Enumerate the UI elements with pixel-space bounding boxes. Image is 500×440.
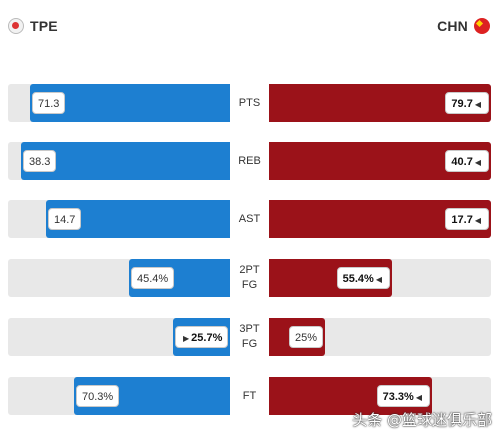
tpe-value: 38.3 xyxy=(23,150,57,172)
team-tpe[interactable]: TPE xyxy=(8,18,58,34)
tpe-value: ▶ 25.7% xyxy=(175,326,229,348)
chn-value: 25% xyxy=(288,326,323,348)
tpe-flag-icon xyxy=(8,18,24,34)
chn-value: 17.7 ◀ xyxy=(445,208,489,230)
chn-value-text: 40.7 xyxy=(451,156,473,168)
stat-row: 71.3 PTS 79.7 ◀ xyxy=(0,84,500,122)
stat-row: ▶ 25.7% 3PT FG 25% xyxy=(0,318,500,356)
chn-bar-track: 79.7 ◀ xyxy=(269,84,491,122)
chn-flag-icon xyxy=(474,18,490,34)
chn-bar: 40.7 ◀ xyxy=(269,142,491,180)
stat-label-line: FG xyxy=(241,279,258,291)
tpe-bar-track: ▶ 25.7% xyxy=(8,318,230,356)
tpe-value-text: 45.4% xyxy=(137,273,169,285)
stat-label-line: FT xyxy=(242,389,257,402)
tpe-value-text: 71.3 xyxy=(38,98,60,110)
stat-label-line: 3PT xyxy=(239,323,260,335)
watermark: 头条 @篮球迷俱乐部 xyxy=(352,411,492,429)
chn-value: 55.4% ◀ xyxy=(336,267,390,289)
chn-value-text: 25% xyxy=(294,332,317,344)
stat-label-line: PTS xyxy=(238,96,261,109)
chn-value: 73.3% ◀ xyxy=(376,385,430,407)
stat-label: REB xyxy=(230,154,269,169)
tpe-value-text: 14.7 xyxy=(54,214,76,226)
chn-bar-track: 40.7 ◀ xyxy=(269,142,491,180)
tpe-value-text: 25.7% xyxy=(191,332,223,344)
chn-bar: 55.4% ◀ xyxy=(269,259,392,297)
stat-label-line: 2PT xyxy=(239,264,260,276)
chn-bar-track: 17.7 ◀ xyxy=(269,200,491,238)
tpe-bar-track: 70.3% xyxy=(8,377,230,415)
chn-bar-track: 25% xyxy=(269,318,491,356)
stat-label: AST xyxy=(230,212,269,227)
leader-arrow-icon: ◀ xyxy=(474,158,481,167)
chn-bar: 73.3% ◀ xyxy=(269,377,432,415)
stat-label: 2PT FG xyxy=(230,263,269,293)
team-chn[interactable]: CHN xyxy=(437,18,490,34)
tpe-bar: 45.4% xyxy=(129,259,230,297)
stat-row: 70.3% FT 73.3% ◀ xyxy=(0,377,500,415)
tpe-value: 45.4% xyxy=(131,267,175,289)
stat-row: 14.7 AST 17.7 ◀ xyxy=(0,200,500,238)
header: TPE CHN xyxy=(0,0,500,60)
tpe-bar-track: 14.7 xyxy=(8,200,230,238)
chn-value-text: 79.7 xyxy=(451,98,473,110)
team-tpe-label: TPE xyxy=(30,18,58,34)
tpe-bar: ▶ 25.7% xyxy=(173,318,230,356)
leader-arrow-icon: ▶ xyxy=(183,334,190,343)
chn-value: 79.7 ◀ xyxy=(445,92,489,114)
chn-value-text: 17.7 xyxy=(451,214,473,226)
chn-bar: 17.7 ◀ xyxy=(269,200,491,238)
stat-label: 3PT FG xyxy=(230,322,269,352)
chn-bar: 25% xyxy=(269,318,325,356)
chn-bar-track: 73.3% ◀ xyxy=(269,377,491,415)
chn-value-text: 73.3% xyxy=(382,391,414,403)
tpe-value: 14.7 xyxy=(48,208,82,230)
stat-row: 45.4% 2PT FG 55.4% ◀ xyxy=(0,259,500,297)
leader-arrow-icon: ◀ xyxy=(415,393,422,402)
stat-row: 38.3 REB 40.7 ◀ xyxy=(0,142,500,180)
leader-arrow-icon: ◀ xyxy=(474,216,481,225)
tpe-bar: 14.7 xyxy=(46,200,230,238)
tpe-value-text: 38.3 xyxy=(29,156,51,168)
team-chn-label: CHN xyxy=(437,18,468,34)
leader-arrow-icon: ◀ xyxy=(375,275,382,284)
stat-label-line: AST xyxy=(238,212,261,225)
chn-bar: 79.7 ◀ xyxy=(269,84,491,122)
tpe-value: 71.3 xyxy=(32,92,66,114)
stat-label: FT xyxy=(230,389,269,404)
chn-bar-track: 55.4% ◀ xyxy=(269,259,491,297)
stat-label-line: FG xyxy=(241,338,258,350)
tpe-bar-track: 38.3 xyxy=(8,142,230,180)
tpe-value-text: 70.3% xyxy=(82,391,114,403)
stat-label-line: REB xyxy=(238,154,261,167)
tpe-bar-track: 45.4% xyxy=(8,259,230,297)
chn-value-text: 55.4% xyxy=(342,273,374,285)
stat-label: PTS xyxy=(230,96,269,111)
leader-arrow-icon: ◀ xyxy=(474,100,481,109)
chn-value: 40.7 ◀ xyxy=(445,150,489,172)
tpe-bar: 38.3 xyxy=(21,142,230,180)
tpe-bar: 70.3% xyxy=(74,377,230,415)
tpe-bar: 71.3 xyxy=(30,84,230,122)
tpe-value: 70.3% xyxy=(76,385,120,407)
tpe-bar-track: 71.3 xyxy=(8,84,230,122)
